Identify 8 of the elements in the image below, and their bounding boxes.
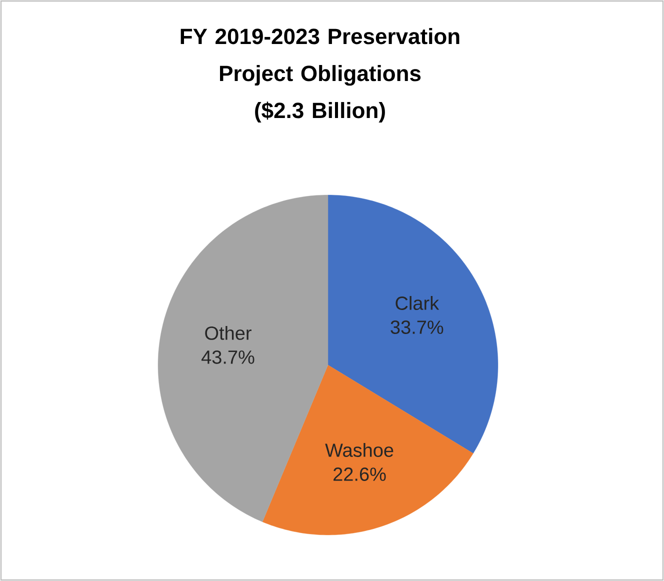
chart-subtitle: ($2.3 Billion)	[255, 102, 385, 123]
data-label: 33.7%	[390, 320, 444, 334]
chart-title: FY 2019-2023 Preservation Project Obligations	[180, 28, 460, 86]
slice-label: Washoe	[325, 443, 394, 457]
slice-label: Other	[205, 326, 252, 340]
data-label: 43.7%	[201, 350, 254, 364]
data-label: 22.6%	[334, 468, 386, 481]
slice-label: Clark	[396, 296, 440, 310]
